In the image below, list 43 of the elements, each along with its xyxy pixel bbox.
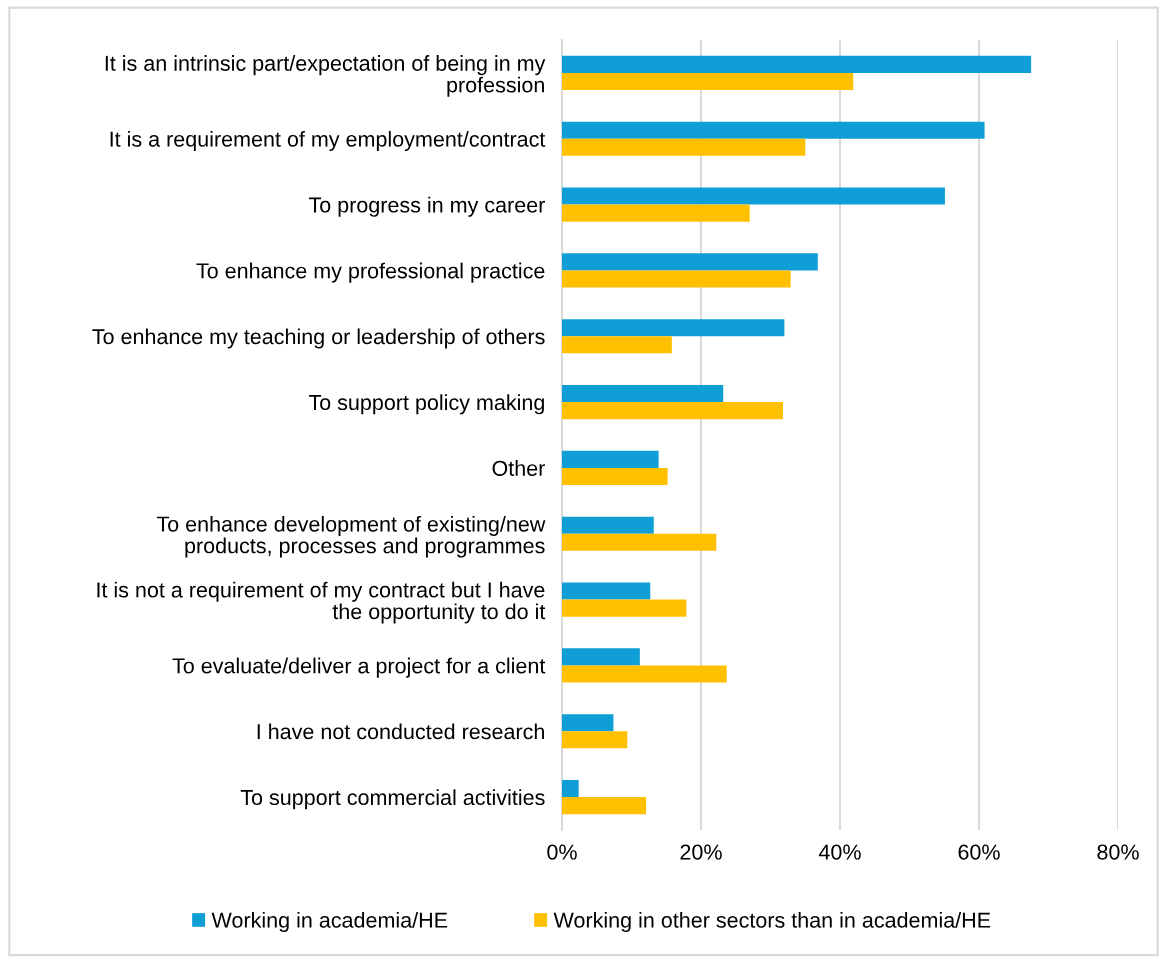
y-tick-label: It is a requirement of my employment/contract: [110, 130, 546, 152]
y-tick-label: To enhance development of existing/new products, processes and programmes: [156, 515, 546, 558]
bar: [562, 714, 614, 732]
y-tick-label: It is an intrinsic part/expectation of being in my profession: [105, 55, 546, 97]
bar: [562, 204, 750, 222]
bar: [562, 467, 668, 486]
bar: [562, 138, 806, 156]
bar: [562, 253, 818, 271]
bar: [562, 384, 724, 403]
bar: [562, 121, 985, 139]
bar: [562, 582, 651, 600]
bar: [562, 779, 579, 798]
y-tick-label: To evaluate/deliver a project for a client: [172, 657, 546, 678]
x-tick-label: 20%: [680, 844, 722, 860]
x-tick-label: 80%: [1097, 844, 1139, 860]
bar: [562, 599, 687, 617]
y-tick-label: I have not conducted research: [257, 723, 544, 740]
bar: [562, 533, 717, 551]
bar: [562, 731, 628, 749]
bar: [562, 797, 647, 815]
bar: [562, 516, 654, 534]
y-tick-label: To progress in my career: [308, 196, 545, 217]
bar: [562, 336, 672, 354]
bar: [562, 319, 785, 337]
y-tick-label: To support policy making: [308, 394, 544, 415]
bar: [562, 648, 640, 666]
bar: [562, 450, 659, 468]
bar: [562, 72, 854, 91]
bar: [562, 187, 945, 205]
bar: [562, 55, 1032, 73]
bar: [562, 402, 784, 420]
x-tick-label: 60%: [958, 844, 1000, 860]
y-tick-label: To enhance my professional practice: [196, 262, 545, 283]
legend-label: Working in other sectors than in academia/HE: [553, 911, 991, 933]
x-tick-label: 40%: [818, 844, 861, 860]
y-tick-label: Other: [492, 460, 545, 476]
bar: [562, 270, 791, 288]
legend-label: Working in academia/HE: [211, 911, 448, 933]
y-tick-label: To enhance my teaching or leadership of others: [92, 328, 545, 349]
y-tick-label: It is not a requirement of my contract but I have the opportunity to do it: [97, 581, 546, 624]
y-tick-label: To support commercial activities: [240, 789, 545, 810]
bar: [562, 665, 727, 683]
x-tick-label: 0%: [547, 844, 577, 860]
